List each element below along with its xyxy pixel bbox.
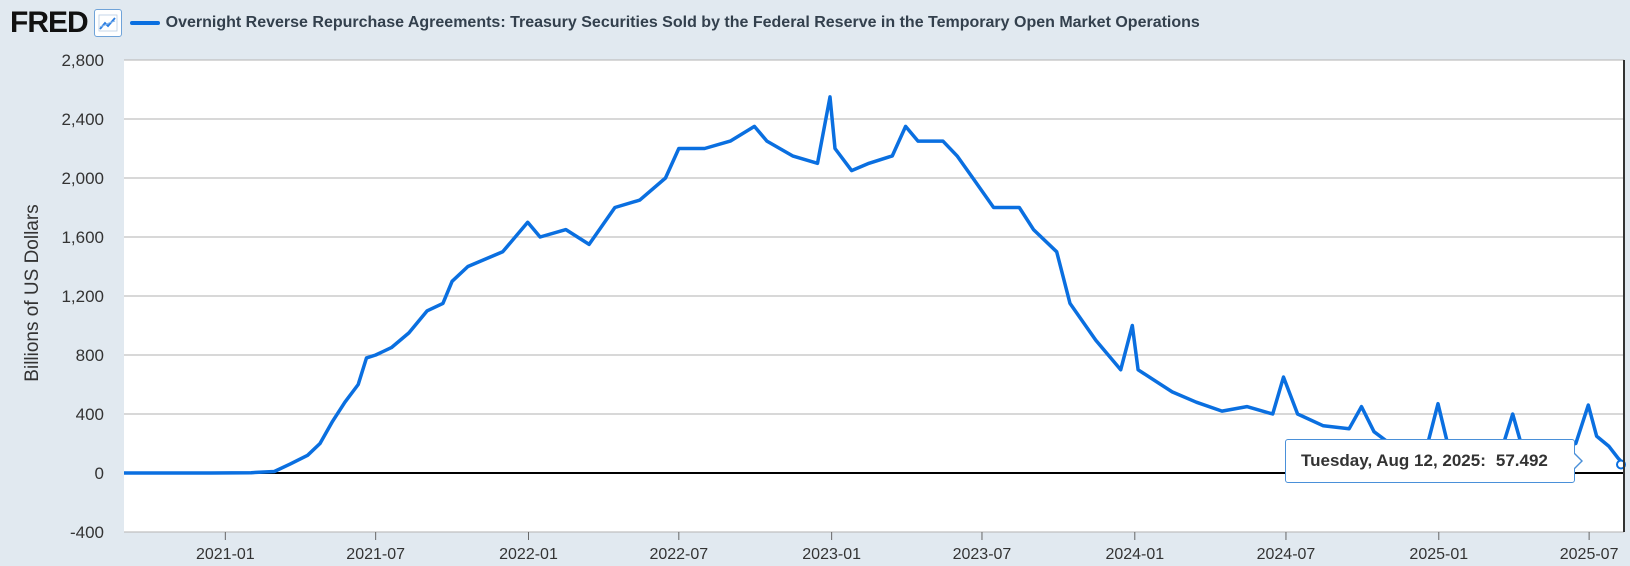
tooltip-pointer-inner [1573,453,1581,469]
line-chart-icon[interactable] [93,9,122,37]
x-tick-label: 2021-07 [346,546,405,563]
legend-swatch [129,21,160,25]
y-axis-label: Billions of US Dollars [22,204,43,381]
x-tick-label: 2025-07 [1560,546,1619,563]
y-tick-label: 1,600 [61,228,104,247]
data-tooltip: Tuesday, Aug 12, 2025: 57.492 [1285,439,1575,483]
y-tick-label: 800 [76,346,104,365]
x-tick-label: 2022-01 [499,546,558,563]
y-axis-ticks: -400 0 400 800 1,200 1,600 2,000 2,400 2,800 [61,51,104,542]
x-tick-label: 2024-07 [1257,546,1316,563]
chart-header: FRED Overnight Reverse Repurchase Agreem… [0,0,1630,46]
y-tick-label: -400 [70,523,104,542]
y-tick-label: 2,400 [61,110,104,129]
y-tick-label: 1,200 [61,287,104,306]
x-tick-label: 2022-07 [649,546,708,563]
chart-title: Overnight Reverse Repurchase Agreements:… [165,14,1200,31]
x-tick-label: 2023-01 [802,546,861,563]
x-tick-label: 2021-01 [196,546,255,563]
x-axis-ticks: 2021-01 2021-07 2022-01 2022-07 2023-01 2023-… [196,532,1619,563]
y-tick-label: 2,800 [61,51,104,70]
x-tick-label: 2025-01 [1409,546,1468,563]
tooltip-value: 57.492 [1495,451,1548,470]
x-tick-label: 2024-01 [1105,546,1164,563]
x-tick-label: 2023-07 [953,546,1012,563]
y-tick-label: 0 [95,464,104,483]
y-tick-label: 400 [76,405,104,424]
tooltip-date: Tuesday, Aug 12, 2025: [1301,451,1486,470]
y-tick-label: 2,000 [61,169,104,188]
fred-logo[interactable]: FRED [10,6,89,39]
